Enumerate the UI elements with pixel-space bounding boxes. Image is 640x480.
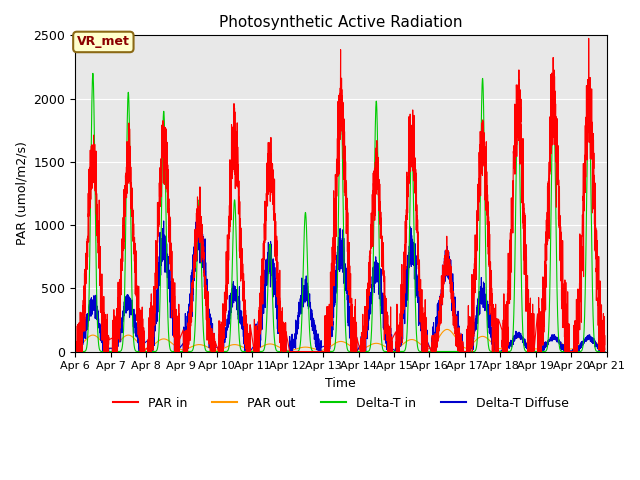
Y-axis label: PAR (umol/m2/s): PAR (umol/m2/s)	[15, 142, 28, 245]
Title: Photosynthetic Active Radiation: Photosynthetic Active Radiation	[219, 15, 463, 30]
Text: VR_met: VR_met	[77, 36, 130, 48]
X-axis label: Time: Time	[326, 377, 356, 390]
Legend: PAR in, PAR out, Delta-T in, Delta-T Diffuse: PAR in, PAR out, Delta-T in, Delta-T Dif…	[108, 392, 573, 415]
